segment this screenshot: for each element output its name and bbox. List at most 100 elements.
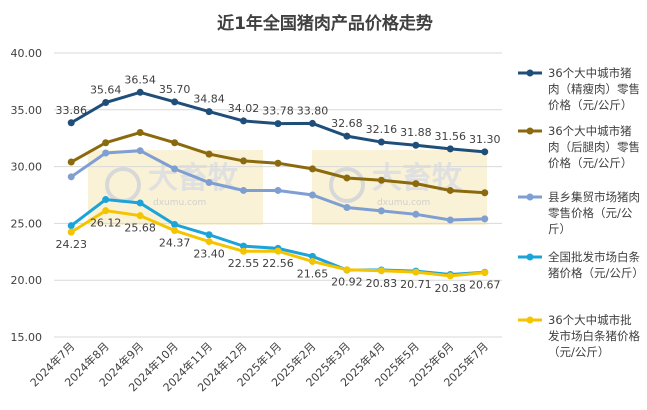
y-tick-label: 40.00 (11, 47, 43, 60)
watermark-logo (329, 167, 365, 203)
legend-marker (526, 253, 534, 261)
data-point (481, 148, 489, 156)
data-point (377, 207, 385, 215)
data-label: 21.65 (297, 267, 329, 280)
data-label: 35.70 (159, 83, 191, 96)
data-point (171, 165, 179, 173)
data-point (240, 186, 248, 194)
data-point (377, 176, 385, 184)
legend-label: 县乡集贸市场猪肉零售价格（元/公斤） (548, 190, 640, 236)
watermark-url: dxumu.com (153, 198, 206, 208)
data-point (102, 99, 110, 107)
data-point (343, 203, 351, 211)
data-point (308, 257, 316, 265)
data-point (274, 247, 282, 255)
y-tick-label: 25.00 (11, 217, 43, 230)
data-point (205, 150, 213, 158)
chart-title: 近1年全国猪肉产品价格走势 (217, 13, 433, 34)
data-label: 22.56 (262, 257, 294, 270)
legend-marker (526, 127, 534, 135)
data-point (136, 129, 144, 137)
data-label: 22.55 (228, 257, 260, 270)
data-point (446, 186, 454, 194)
data-point (412, 268, 420, 276)
data-label: 20.67 (469, 279, 501, 292)
data-label: 25.68 (124, 222, 156, 235)
data-point (171, 221, 179, 229)
data-point (67, 228, 75, 236)
legend-marker (526, 69, 534, 77)
data-point (377, 267, 385, 275)
legend-label: 全国批发市场白条猪价格（元/公斤） (548, 250, 644, 280)
data-label: 32.68 (331, 117, 363, 130)
data-point (205, 108, 213, 116)
data-label: 24.37 (159, 237, 191, 250)
data-point (102, 149, 110, 157)
data-label: 31.56 (435, 130, 467, 143)
data-point (205, 179, 213, 187)
data-point (136, 147, 144, 155)
data-point (67, 119, 75, 127)
data-label: 20.71 (400, 278, 432, 291)
data-point (67, 222, 75, 230)
data-point (274, 186, 282, 194)
data-point (136, 199, 144, 207)
data-point (136, 212, 144, 220)
data-point (205, 238, 213, 246)
data-point (240, 117, 248, 125)
data-point (481, 189, 489, 197)
y-tick-label: 20.00 (11, 274, 43, 287)
data-point (412, 180, 420, 188)
data-label: 35.64 (90, 84, 122, 97)
data-point (274, 120, 282, 128)
data-label: 24.23 (55, 238, 87, 251)
data-point (308, 252, 316, 260)
data-label: 33.80 (297, 104, 329, 117)
data-point (171, 227, 179, 235)
y-tick-label: 35.00 (11, 104, 43, 117)
legend-marker (526, 193, 534, 201)
data-label: 33.78 (262, 105, 294, 118)
data-point (446, 216, 454, 224)
data-point (446, 145, 454, 153)
data-label: 34.84 (193, 93, 225, 106)
legend-marker (526, 316, 534, 324)
data-label: 31.30 (469, 133, 501, 146)
data-point (171, 98, 179, 106)
data-point (481, 269, 489, 277)
data-label: 33.86 (55, 104, 87, 117)
data-point (240, 157, 248, 165)
data-label: 32.16 (366, 123, 398, 136)
data-point (205, 231, 213, 239)
y-tick-label: 15.00 (11, 331, 43, 344)
data-point (308, 165, 316, 173)
data-point (377, 138, 385, 146)
data-point (412, 141, 420, 149)
data-point (446, 272, 454, 280)
data-point (274, 159, 282, 167)
data-point (102, 139, 110, 147)
data-point (102, 196, 110, 204)
data-point (240, 247, 248, 255)
data-point (102, 207, 110, 215)
data-point (171, 139, 179, 147)
data-point (412, 210, 420, 218)
data-point (240, 242, 248, 250)
data-point (67, 173, 75, 181)
data-label: 23.40 (193, 248, 225, 261)
legend-label: 36个大中城市批发市场白条猪价格（元/公斤） (548, 313, 640, 359)
data-label: 20.92 (331, 276, 363, 289)
data-point (343, 132, 351, 140)
y-tick-label: 30.00 (11, 161, 43, 174)
data-label: 20.83 (366, 277, 398, 290)
data-label: 31.88 (400, 126, 432, 139)
data-point (343, 266, 351, 274)
data-label: 34.02 (228, 102, 260, 115)
data-label: 26.12 (90, 217, 122, 230)
data-point (481, 215, 489, 223)
legend-label: 36个大中城市猪肉（后腿肉）零售价格（元/公斤） (548, 124, 640, 170)
data-point (67, 158, 75, 166)
data-label: 36.54 (124, 73, 156, 86)
